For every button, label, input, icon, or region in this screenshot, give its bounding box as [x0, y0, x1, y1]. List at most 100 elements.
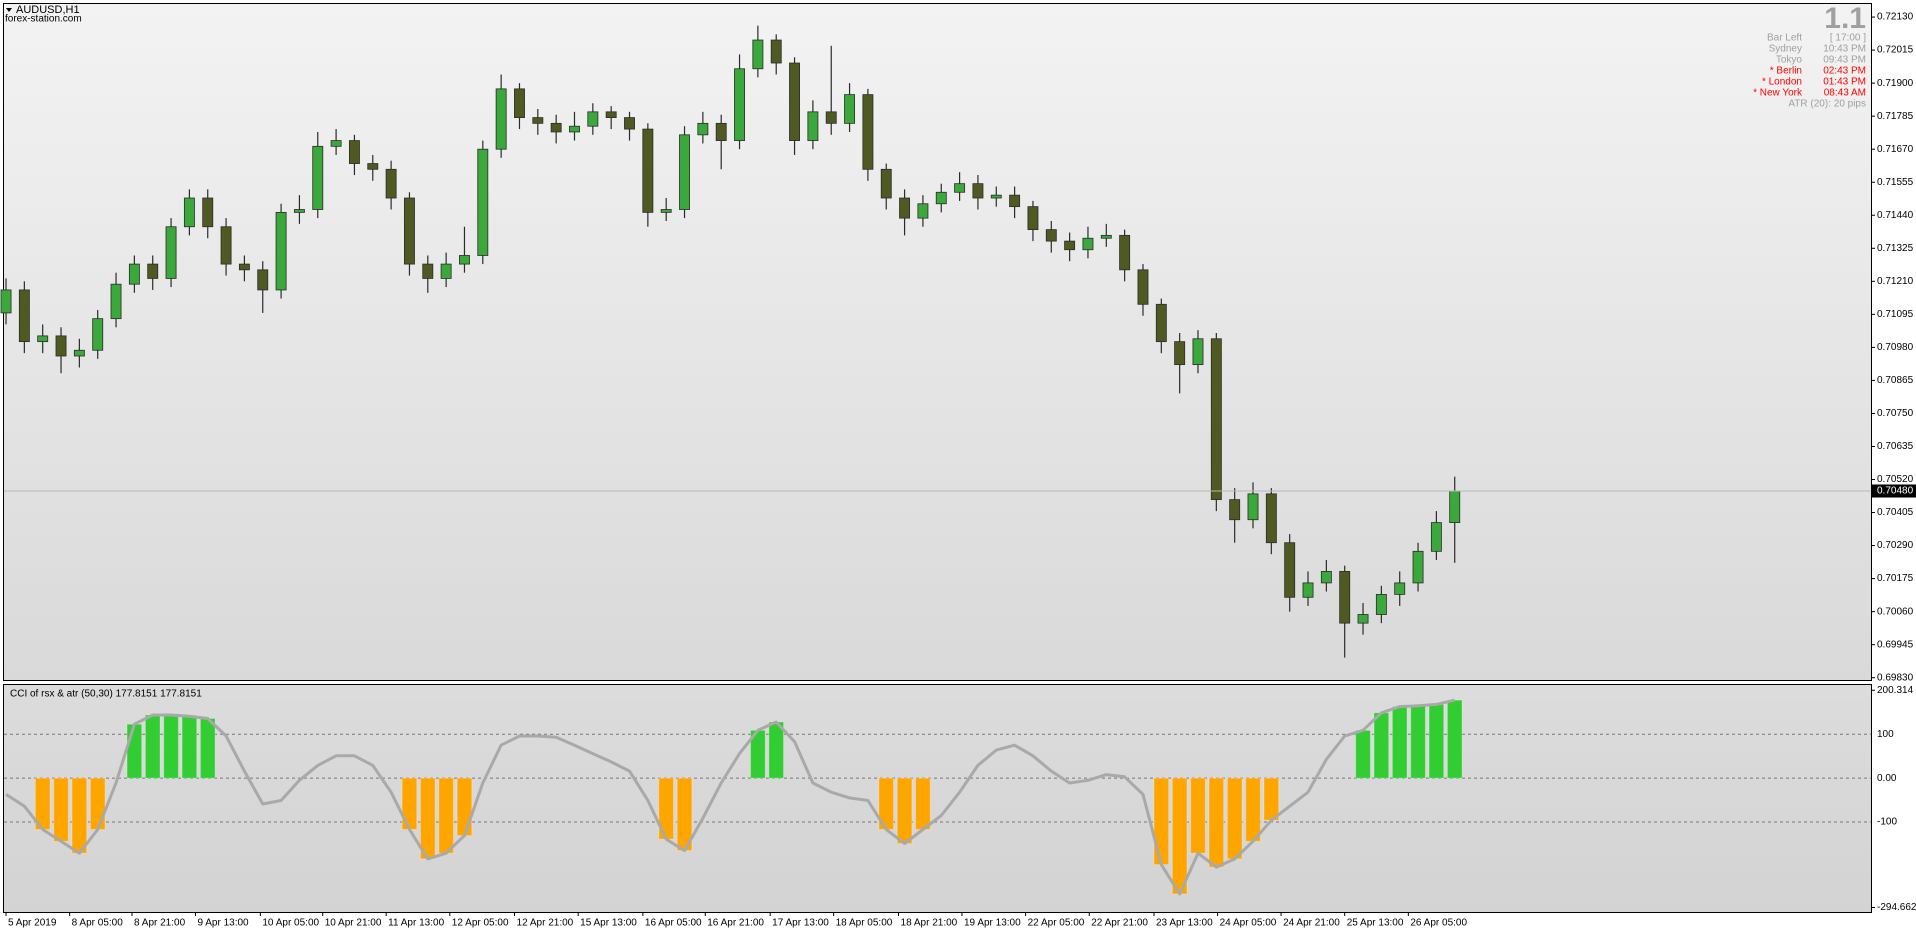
histogram-bar	[419, 777, 436, 860]
y-tick-label: 0.71670	[1877, 144, 1914, 155]
candle-body	[1339, 571, 1351, 624]
y-tick-label: 0.70175	[1877, 573, 1914, 584]
candle-body	[1265, 493, 1277, 544]
candle-body	[404, 197, 415, 265]
candle-body	[440, 263, 452, 279]
histogram-bar	[126, 723, 143, 779]
x-tick-label: 9 Apr 13:00	[197, 918, 249, 929]
x-tick-label: 18 Apr 21:00	[901, 918, 958, 929]
y-tick-label: 0.70750	[1877, 408, 1914, 419]
y-tick-label: 0.69945	[1877, 639, 1914, 650]
info-label: * Berlin	[1770, 66, 1802, 77]
histogram-bar	[1355, 729, 1371, 779]
y-tick-label: 0.70865	[1877, 375, 1914, 386]
x-tick-label: 25 Apr 13:00	[1347, 918, 1404, 929]
y-tick-label: 0.72130	[1877, 12, 1914, 23]
candle-body	[935, 191, 947, 205]
x-tick-label: 26 Apr 05:00	[1410, 918, 1467, 929]
x-tick-label: 24 Apr 05:00	[1220, 918, 1277, 929]
candle-body	[293, 209, 305, 213]
y-tick-label: 0.70635	[1877, 441, 1914, 452]
candle-body	[807, 111, 819, 141]
candle-body	[1192, 338, 1204, 366]
candle-body	[110, 283, 122, 320]
y-tick-label: 0.71325	[1877, 243, 1914, 254]
indicator-panel	[3, 684, 1872, 913]
x-tick-label: 18 Apr 05:00	[836, 918, 893, 929]
candle-body	[1064, 240, 1076, 251]
candle-body	[550, 122, 562, 133]
candle-body	[128, 263, 140, 285]
candle-body	[1357, 614, 1369, 624]
candle-body	[1449, 490, 1461, 523]
candle-body	[1394, 582, 1406, 595]
x-tick-label: 16 Apr 21:00	[707, 918, 764, 929]
histogram-bar	[768, 721, 785, 779]
candle-body	[348, 140, 360, 164]
candle-body	[514, 88, 525, 118]
candle-body	[202, 197, 214, 228]
candle-body	[312, 145, 324, 210]
info-value: [ 17:00 ]	[1830, 33, 1866, 44]
candle-body	[697, 122, 709, 136]
candle-body	[1009, 194, 1021, 208]
menu-arrow[interactable]	[6, 8, 12, 12]
candle-body	[1430, 522, 1442, 552]
y-tick-label: 0.70405	[1877, 507, 1914, 518]
x-tick-label: 8 Apr 05:00	[72, 918, 124, 929]
candle-body	[330, 140, 342, 147]
candle-body	[257, 269, 269, 291]
x-tick-label: 15 Apr 13:00	[580, 918, 637, 929]
candle-body	[917, 203, 929, 219]
candle-body	[55, 335, 67, 357]
y-tick-label: 100	[1877, 729, 1894, 740]
candle-body	[367, 163, 379, 170]
candle-body	[734, 68, 745, 141]
candle-body	[1137, 269, 1149, 305]
y-tick-label: 0.00	[1877, 773, 1897, 784]
x-tick-label: 23 Apr 13:00	[1156, 918, 1213, 929]
candle-body	[37, 335, 49, 343]
chart-subtitle: forex-station.com	[5, 14, 82, 25]
y-tick-label: 0.70980	[1877, 342, 1914, 353]
info-value: 01:43 PM	[1823, 77, 1866, 88]
y-tick-label: 0.70290	[1877, 540, 1914, 551]
info-value: 09:43 PM	[1823, 55, 1866, 66]
indicator-line	[5, 698, 1456, 896]
histogram-bar	[456, 777, 473, 837]
histogram-bar	[89, 777, 106, 830]
candle-body	[147, 263, 159, 279]
candle-body	[1210, 338, 1222, 501]
candle-body	[238, 263, 250, 271]
candle-body	[1247, 493, 1259, 521]
candle-body	[1412, 550, 1424, 584]
candle-body	[1174, 341, 1186, 366]
candle-body	[385, 168, 397, 199]
candle-body	[844, 94, 856, 124]
y-tick-label: -294.662	[1877, 902, 1916, 913]
candle-body	[789, 62, 800, 141]
candle-body	[862, 94, 874, 170]
x-tick-label: 10 Apr 21:00	[325, 918, 382, 929]
candle-body	[880, 168, 892, 199]
indicator-title: CCI of rsx & atr (50,30) 177.8151 177.81…	[10, 689, 202, 700]
histogram-bar	[896, 777, 913, 845]
histogram-bar	[1446, 699, 1463, 779]
candle-body	[1119, 234, 1131, 271]
info-label: * London	[1762, 77, 1802, 88]
histogram-bar	[199, 717, 216, 779]
candle-body	[1320, 571, 1332, 584]
info-value: 08:43 AM	[1824, 88, 1866, 99]
candle-body	[1045, 229, 1057, 242]
candle-body	[73, 349, 85, 357]
y-tick-label: 0.71900	[1877, 78, 1914, 89]
candle-body	[0, 289, 12, 314]
candle-body	[715, 122, 727, 141]
histogram-bar	[1428, 703, 1445, 779]
candle-body	[459, 255, 470, 265]
y-tick-label: 0.71440	[1877, 210, 1914, 221]
x-tick-label: 12 Apr 05:00	[452, 918, 509, 929]
histogram-bar	[53, 777, 69, 842]
candle-body	[532, 117, 544, 124]
